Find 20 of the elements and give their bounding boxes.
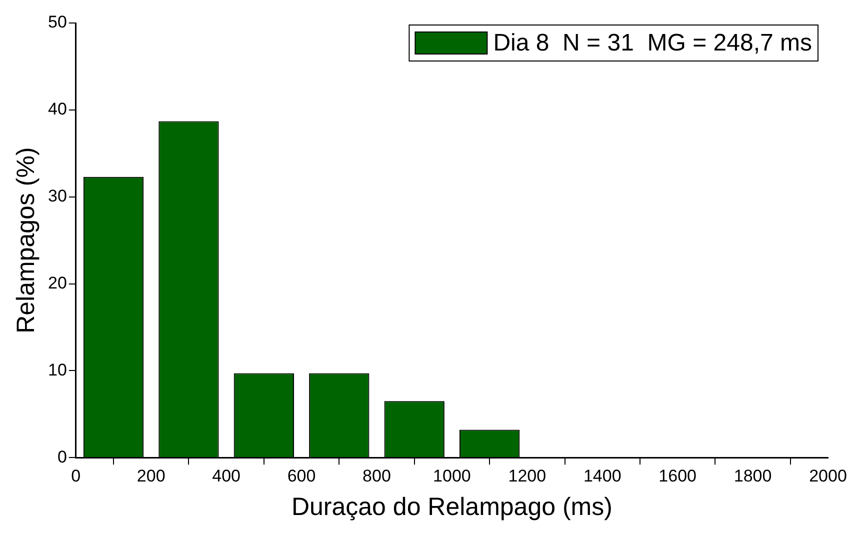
- x-tick-label: 1600: [658, 466, 696, 486]
- x-axis-title: Duraçao do Relampago (ms): [291, 492, 612, 521]
- x-tick-label: 800: [362, 466, 391, 486]
- y-tick-label: 10: [48, 360, 67, 380]
- y-tick-label: 30: [48, 186, 67, 206]
- legend-label: Dia 8 N = 31 MG = 248,7 ms: [493, 30, 812, 57]
- x-tick-label: 600: [287, 466, 316, 486]
- x-tick-label: 1000: [433, 466, 471, 486]
- x-tick-label: 1800: [734, 466, 772, 486]
- x-tick-label: 1400: [583, 466, 622, 486]
- y-tick-label: 0: [57, 447, 67, 466]
- y-axis-title: Relampagos (%): [12, 147, 40, 334]
- x-tick-label: 1200: [508, 466, 546, 486]
- y-tick-label: 40: [48, 100, 67, 119]
- x-tick-label: 0: [71, 466, 81, 486]
- x-tick-label: 2000: [809, 466, 847, 486]
- x-tick-label: 200: [136, 466, 166, 486]
- y-tick-label: 20: [48, 273, 67, 292]
- x-tick-label: 400: [212, 466, 241, 486]
- y-tick-label: 50: [48, 12, 67, 32]
